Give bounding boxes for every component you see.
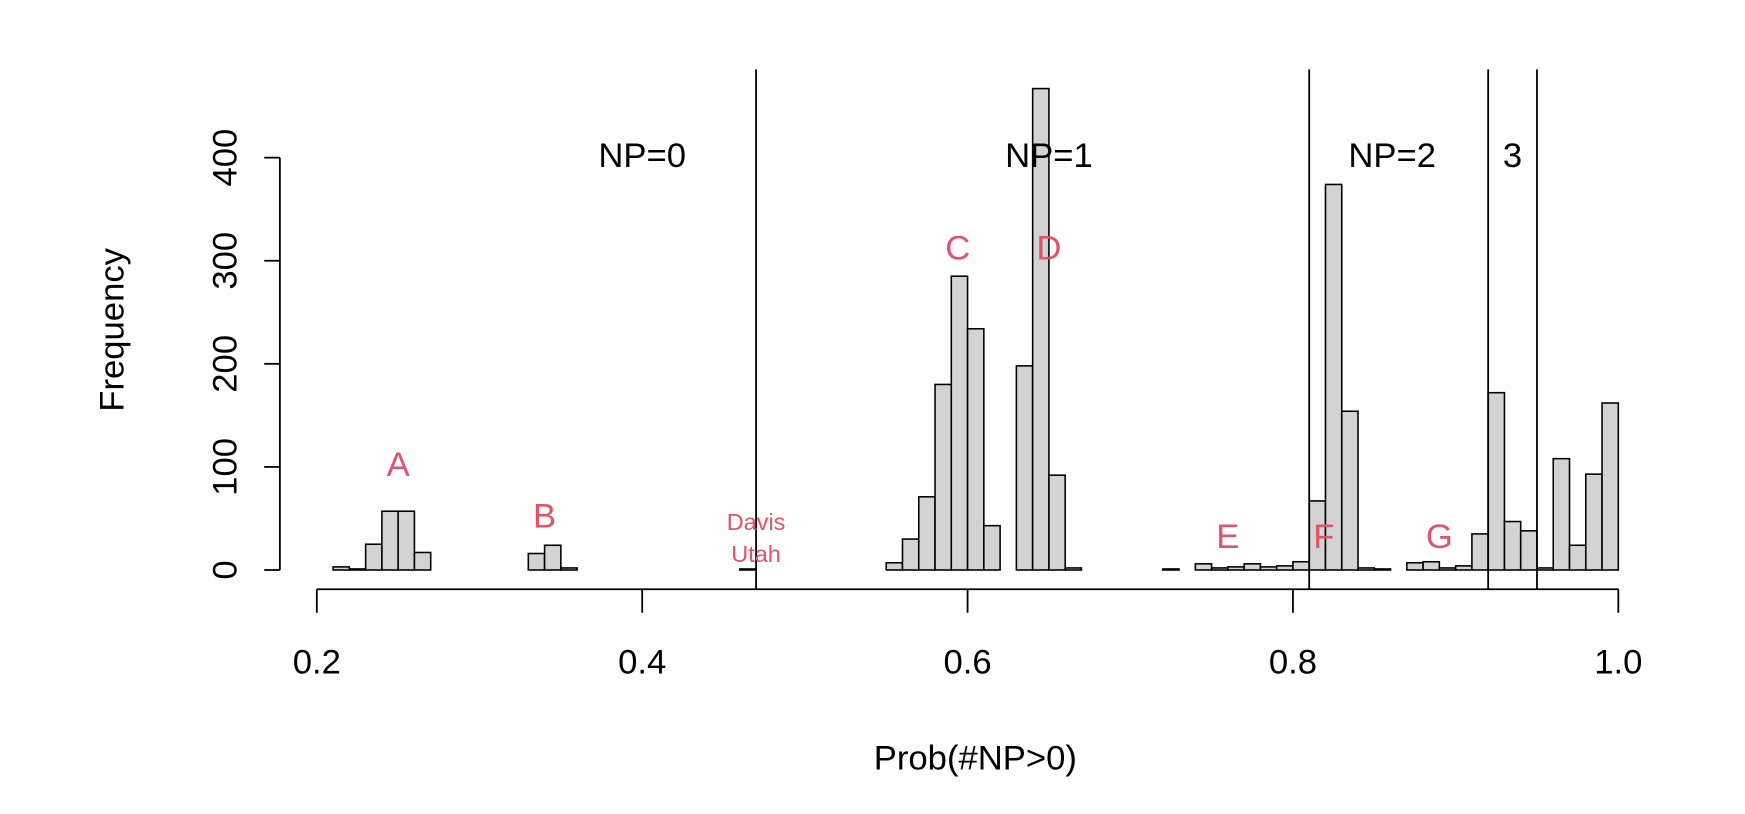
region-label: NP=2 (1348, 137, 1436, 175)
y-tick-label: 400 (206, 129, 244, 187)
bar (983, 524, 1001, 571)
bar (332, 566, 351, 571)
bar (1438, 567, 1457, 571)
bar (1324, 183, 1343, 571)
x-tick-label: 1.0 (1594, 643, 1642, 681)
bar (950, 275, 969, 571)
annotation: Davis (727, 509, 786, 535)
bar (1454, 565, 1473, 571)
bar (364, 543, 383, 571)
y-axis-label: Frequency (94, 247, 132, 411)
x-tick-label: 0.4 (618, 643, 666, 681)
annotation: Utah (731, 541, 781, 567)
bar (543, 544, 562, 571)
bar (1422, 560, 1441, 571)
y-tick-label: 300 (206, 232, 244, 290)
bar (397, 510, 416, 571)
bar (1357, 567, 1376, 571)
region-label: NP=0 (598, 137, 686, 175)
x-axis-label: Prob(#NP>0) (874, 739, 1077, 777)
annotation: D (1036, 230, 1061, 268)
bar (348, 568, 367, 571)
annotation: B (533, 498, 556, 536)
annotation: G (1426, 518, 1453, 556)
bar (1210, 567, 1229, 571)
bar (1601, 402, 1620, 571)
x-tick-label: 0.8 (1269, 643, 1317, 681)
bar (413, 551, 432, 571)
bar (1373, 568, 1392, 571)
x-tick-label: 0.2 (293, 643, 341, 681)
annotation: F (1313, 518, 1334, 556)
bar (1015, 365, 1034, 571)
bar (527, 552, 546, 571)
bar (1162, 568, 1180, 571)
y-tick-label: 100 (206, 438, 244, 496)
bar (1227, 566, 1245, 571)
y-tick-label: 0 (206, 560, 244, 579)
bar (1406, 561, 1424, 571)
bar (381, 510, 399, 571)
y-tick-label: 200 (206, 335, 244, 393)
bar (1194, 563, 1213, 571)
bar (1471, 533, 1489, 571)
bar (917, 496, 936, 571)
bar (1584, 473, 1603, 571)
bar (1340, 410, 1359, 571)
bar (1031, 87, 1050, 571)
bar (1064, 567, 1083, 571)
bar (1275, 565, 1294, 571)
bar (934, 383, 953, 571)
bar (739, 568, 757, 571)
bar (1536, 567, 1555, 571)
annotation: E (1216, 518, 1239, 556)
annotation: C (945, 230, 970, 268)
bar (1552, 457, 1571, 571)
region-label: NP=1 (1005, 137, 1093, 175)
bar (901, 538, 920, 571)
bar (1292, 560, 1310, 571)
bar (1503, 520, 1522, 571)
bar (1568, 544, 1587, 571)
bar (1487, 391, 1506, 571)
bar (966, 327, 985, 571)
bar (885, 561, 904, 571)
bar (1048, 474, 1066, 571)
bar (560, 567, 578, 571)
bar (1259, 566, 1278, 571)
x-tick-label: 0.6 (943, 643, 991, 681)
bar (1519, 530, 1538, 571)
bar (1243, 563, 1262, 571)
region-label: 3 (1503, 137, 1522, 175)
annotation: A (387, 446, 411, 484)
